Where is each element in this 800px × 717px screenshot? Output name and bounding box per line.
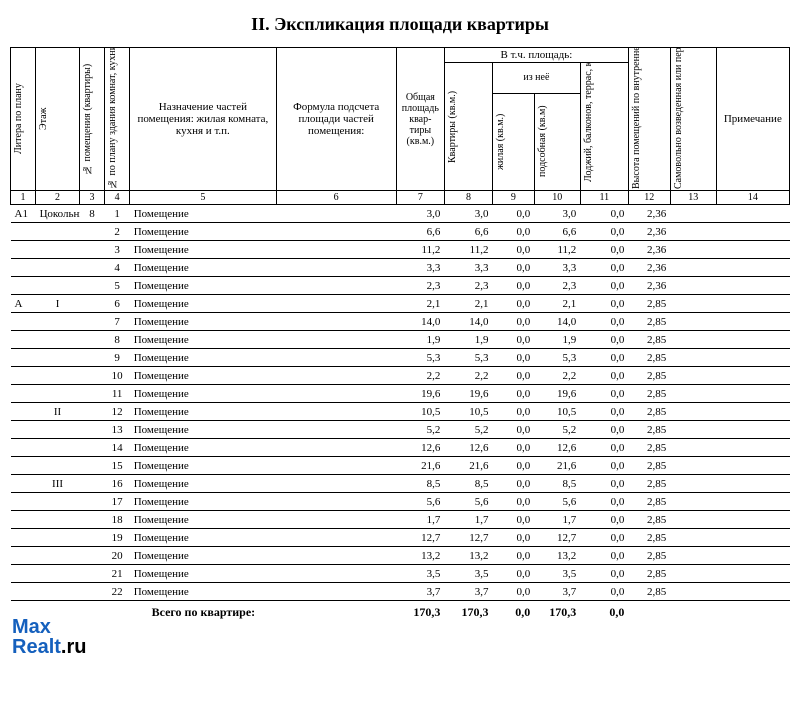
hdr-purpose: Назначение частей помещения: жилая комна… (130, 48, 276, 191)
table-row: 15Помещение21,621,60,021,60,02,85 (11, 457, 790, 475)
table-row: II12Помещение10,510,50,010,50,02,85 (11, 403, 790, 421)
total-e: 0,0 (580, 601, 628, 625)
table-row: 18Помещение1,71,70,01,70,02,85 (11, 511, 790, 529)
total-row: Всего по квартире: 170,3 170,3 0,0 170,3… (11, 601, 790, 625)
table-row: 7Помещение14,014,00,014,00,02,85 (11, 313, 790, 331)
hdr-loggia: Лоджий, балконов, террас, кладовых, вера… (583, 72, 594, 182)
table-row: 13Помещение5,25,20,05,20,02,85 (11, 421, 790, 439)
doc-title: II. Экспликация площади квартиры (10, 14, 790, 35)
col-number-row: 123 456 789 101112 1314 (11, 191, 790, 205)
hdr-plan-num: № по плану здания комнат, кухни, корид и… (107, 49, 118, 189)
table-row: 17Помещение5,65,60,05,60,02,85 (11, 493, 790, 511)
hdr-note: Примечание (716, 48, 789, 191)
table-row: 4Помещение3,33,30,03,30,02,36 (11, 259, 790, 277)
table-row: 10Помещение2,22,20,02,20,02,85 (11, 367, 790, 385)
wm-max: Max (12, 616, 51, 638)
table-row: А1Цокольный81Помещение3,03,00,03,00,02,3… (11, 205, 790, 223)
hdr-utility: подсобная (кв.м) (537, 99, 548, 184)
table-header: Литера по плану Этаж № помещения (кварти… (11, 48, 790, 205)
hdr-apt-area: Квартиры (кв.м.) (447, 72, 458, 182)
table-row: 14Помещение12,612,60,012,60,02,85 (11, 439, 790, 457)
total-a: 170,3 (396, 601, 444, 625)
total-d: 170,3 (534, 601, 580, 625)
watermark: Max Realt.ru (12, 617, 86, 657)
table-row: 3Помещение11,211,20,011,20,02,36 (11, 241, 790, 259)
table-row: 11Помещение19,619,60,019,60,02,85 (11, 385, 790, 403)
hdr-area-group: В т.ч. площадь: (444, 48, 628, 63)
total-b: 170,3 (444, 601, 492, 625)
explication-table: Литера по плану Этаж № помещения (кварти… (10, 47, 790, 624)
table-body: А1Цокольный81Помещение3,03,00,03,00,02,3… (11, 205, 790, 601)
hdr-living: жилая (кв.м.) (495, 99, 506, 184)
total-c: 0,0 (492, 601, 534, 625)
wm-ru: .ru (61, 636, 87, 658)
table-row: 2Помещение6,66,60,06,60,02,36 (11, 223, 790, 241)
table-row: 8Помещение1,91,90,01,90,02,85 (11, 331, 790, 349)
table-row: 21Помещение3,53,50,03,50,02,85 (11, 565, 790, 583)
hdr-unauth: Самовольно возведенная или переоборудова… (673, 49, 684, 189)
table-row: АI6Помещение2,12,10,02,10,02,85 (11, 295, 790, 313)
hdr-litera: Литера по плану (13, 49, 24, 189)
wm-realt: Realt (12, 636, 61, 658)
hdr-formula: Формула подсчета площади частей помещени… (276, 48, 396, 191)
table-row: 22Помещение3,73,70,03,70,02,85 (11, 583, 790, 601)
hdr-height: Высота помещений по внутреннему обмеру (… (631, 49, 642, 189)
table-row: 19Помещение12,712,70,012,70,02,85 (11, 529, 790, 547)
table-row: 9Помещение5,35,30,05,30,02,85 (11, 349, 790, 367)
hdr-total-area: Общая площадь квар-тиры (кв.м.) (396, 48, 444, 191)
hdr-apt-num: № помещения (квартиры) (82, 49, 93, 189)
hdr-sub: из неё (492, 63, 580, 94)
table-row: 5Помещение2,32,30,02,30,02,36 (11, 277, 790, 295)
table-row: III16Помещение8,58,50,08,50,02,85 (11, 475, 790, 493)
hdr-floor: Этаж (38, 49, 49, 189)
table-row: 20Помещение13,213,20,013,20,02,85 (11, 547, 790, 565)
